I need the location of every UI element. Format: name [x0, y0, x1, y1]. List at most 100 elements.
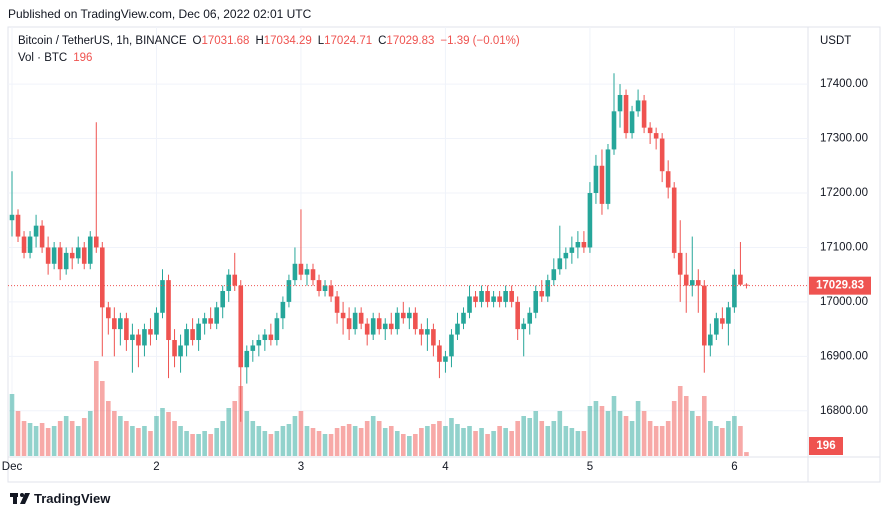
candle-body — [635, 100, 641, 112]
ohlc-value: 17029.83 — [386, 35, 435, 47]
candle-body — [702, 285, 707, 346]
ohlc-letter: L — [317, 35, 325, 47]
volume-bar — [51, 426, 57, 456]
volume-bar — [563, 426, 569, 456]
candle-body — [118, 318, 123, 330]
candle-body — [677, 252, 683, 275]
volume-bar — [569, 428, 575, 456]
candle-body — [220, 291, 225, 308]
volume-bar — [726, 421, 731, 456]
candle-body — [617, 94, 623, 112]
volume-bar — [551, 421, 557, 456]
volume-bar — [497, 426, 502, 456]
volume-bar — [9, 394, 15, 456]
volume-bar — [136, 428, 141, 456]
volume-bar — [256, 426, 262, 456]
candle-body — [587, 192, 593, 248]
candle-body — [346, 318, 352, 330]
volume-bar — [581, 431, 587, 456]
candle-body — [503, 291, 508, 302]
volume-bar — [142, 426, 147, 456]
candle-body — [726, 307, 731, 324]
volume-bar — [334, 428, 340, 456]
candle-body — [732, 274, 737, 308]
candle-body — [605, 149, 611, 204]
volume-bar — [509, 431, 514, 456]
volume-bar — [413, 434, 418, 456]
candle-body — [352, 312, 358, 330]
candle-body — [370, 318, 376, 335]
candle-body — [683, 274, 689, 286]
volume-bar — [322, 434, 328, 456]
volume-bar — [202, 431, 207, 456]
volume-label: Vol · BTC — [18, 52, 68, 64]
volume-bar — [310, 428, 316, 456]
volume-bar — [431, 424, 436, 456]
candle-body — [665, 171, 671, 188]
volume-bar — [394, 431, 400, 456]
volume-bar — [677, 386, 683, 456]
candle-body — [563, 252, 569, 259]
candle-body — [581, 242, 587, 248]
volume-bar — [647, 421, 653, 456]
candle-body — [124, 318, 129, 341]
candle-body — [509, 291, 514, 302]
volume-bar — [473, 431, 478, 456]
last-price-label: 17029.83 — [816, 280, 864, 292]
candle-body — [653, 133, 659, 139]
candle-body — [93, 236, 99, 248]
candle-body — [659, 138, 665, 172]
volume-bar — [262, 431, 268, 456]
candle-body — [569, 247, 575, 253]
volume-bar — [407, 436, 412, 456]
volume-bar — [370, 416, 376, 456]
candle-body — [262, 334, 268, 341]
candle-body — [202, 318, 207, 324]
ohlc-letter: C — [378, 35, 387, 47]
volume-bar — [732, 416, 737, 456]
volume-bar — [455, 424, 460, 456]
candle-body — [39, 225, 45, 248]
candle-body — [629, 111, 635, 134]
volume-bar — [232, 401, 238, 456]
candle-body — [130, 334, 135, 341]
volume-bar — [87, 411, 93, 456]
candle-body — [485, 291, 490, 302]
legend-main: Bitcoin / TetherUS, 1h, BINANCE O17031.68… — [18, 35, 520, 47]
y-tick-label: 17300.00 — [820, 133, 868, 145]
volume-bar — [184, 431, 189, 456]
candle-body — [81, 247, 87, 264]
volume-bar — [340, 426, 346, 456]
candle-body — [45, 247, 51, 264]
candle-body — [87, 236, 93, 264]
candle-body — [286, 280, 292, 302]
volume-bar — [629, 421, 635, 456]
volume-bar — [689, 411, 695, 456]
volume-bar — [93, 361, 99, 456]
volume-bar — [304, 426, 310, 456]
candle-body — [611, 111, 617, 150]
candle-body — [708, 334, 713, 346]
y-axis-label: USDT — [820, 35, 851, 47]
volume-bar — [623, 416, 629, 456]
volume-bar — [557, 411, 563, 456]
candle-body — [292, 263, 298, 281]
y-tick-label: 17400.00 — [820, 78, 868, 90]
volume-bar — [154, 416, 159, 456]
candle-body — [449, 334, 454, 357]
candle-body — [443, 356, 448, 362]
candle-body — [172, 340, 177, 357]
grid — [8, 27, 808, 457]
volume-bar — [292, 416, 298, 456]
volume-bar — [738, 426, 743, 456]
volume-bar — [298, 411, 304, 456]
candle-body — [256, 340, 262, 346]
volume-bar — [316, 431, 322, 456]
x-tick-label: 3 — [298, 461, 304, 473]
x-tick-label: 6 — [731, 461, 737, 473]
symbol: Bitcoin / TetherUS, 1h, BINANCE — [18, 35, 187, 47]
volume-bar — [352, 426, 358, 456]
volume-bar — [15, 411, 21, 456]
candle-body — [15, 214, 21, 237]
volume-bar — [382, 428, 388, 456]
